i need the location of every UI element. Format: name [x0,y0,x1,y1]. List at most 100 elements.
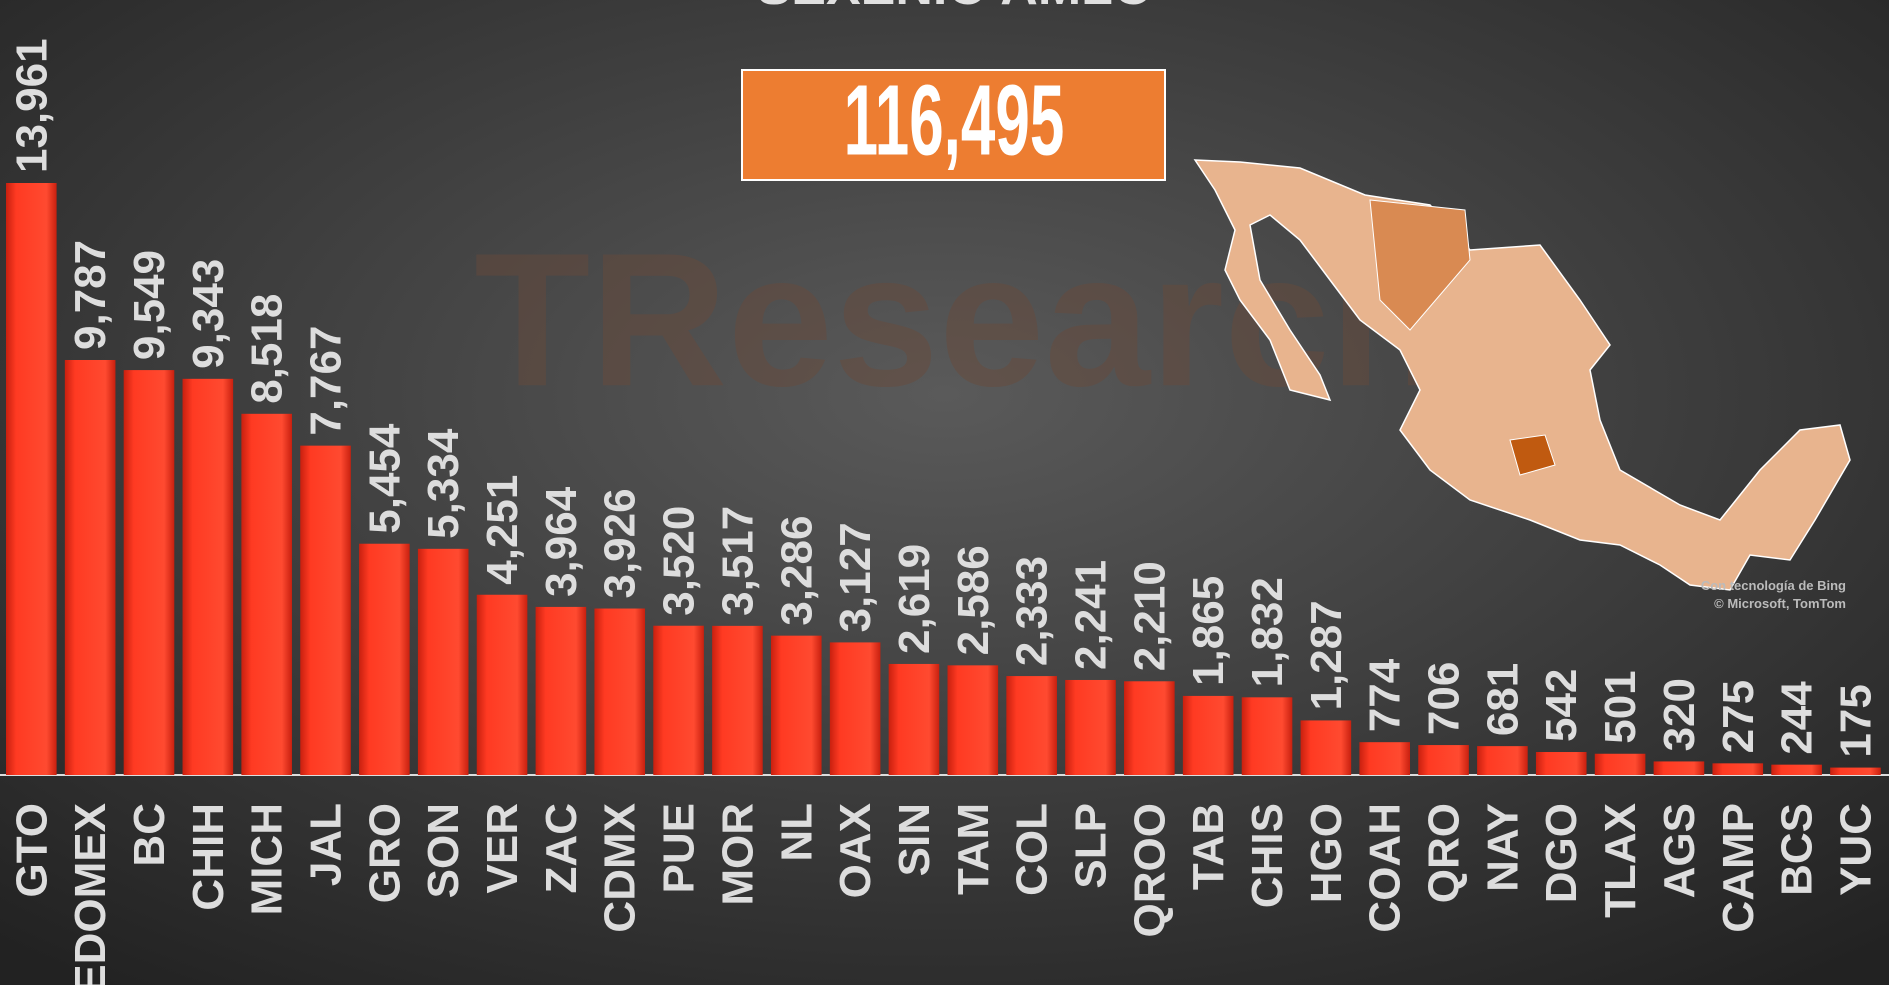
x-tick-label: ZAC [537,803,586,893]
x-tick-label: AGS [1655,803,1704,898]
bar [1653,761,1705,775]
value-label: 3,286 [772,516,821,626]
value-label: 7,767 [302,326,351,436]
value-label: 2,333 [1008,556,1057,666]
bar [1771,764,1822,775]
bar [64,359,116,775]
bar [300,445,351,775]
bar [535,606,587,775]
bar [1712,763,1764,775]
bar [1830,767,1881,775]
x-tick-label: CHIH [184,803,233,911]
x-tick-label: CAMP [1714,803,1763,933]
bar [1418,745,1469,775]
x-tick-label: TAM [949,803,998,895]
x-tick-label: VER [478,803,527,893]
bar [1300,720,1352,775]
value-label: 1,832 [1243,577,1292,687]
x-tick-label: CHIS [1243,803,1292,908]
x-tick-label: EDOMEX [66,803,115,985]
bar [1241,697,1293,775]
bar [1124,681,1175,775]
value-label: 2,586 [949,545,998,655]
x-tick-label: TLAX [1596,803,1645,918]
bar [476,594,528,775]
value-label: 2,619 [890,544,939,654]
value-label: 5,454 [360,423,409,534]
value-label: 5,334 [419,428,468,539]
value-label: 3,127 [831,522,880,632]
bar [1594,753,1646,775]
value-label: 13,961 [7,38,56,173]
bar [888,663,940,775]
x-tick-label: HGO [1302,803,1351,903]
value-label: 9,787 [66,240,115,350]
attribution: Con tecnología de Bing [1701,578,1846,593]
value-label: 542 [1537,669,1586,742]
bar [182,378,234,775]
x-tick-label: SLP [1066,803,1115,889]
x-tick-label: NAY [1478,803,1527,892]
chart-title: SEXENIO AMLO [757,0,1154,16]
value-label: 275 [1714,680,1763,753]
value-label: 1,287 [1302,600,1351,710]
bar [947,665,999,775]
value-label: 175 [1831,684,1880,757]
bar [712,625,763,775]
value-label: 4,251 [478,475,527,585]
total-box [741,69,1166,181]
value-label: 2,210 [1125,561,1174,671]
x-tick-label: YUC [1831,803,1880,896]
value-label: 2,241 [1066,560,1115,670]
x-tick-label: DGO [1537,803,1586,903]
bar [1006,676,1057,775]
value-label: 1,865 [1184,576,1233,686]
value-label: 320 [1655,678,1704,751]
bar [1182,695,1234,775]
value-label: 9,343 [184,259,233,369]
bar [653,625,704,775]
x-tick-label: TAB [1184,803,1233,890]
x-tick-label: PUE [655,803,704,893]
x-tick-label: OAX [831,803,880,898]
bar [594,608,646,775]
bar [1535,752,1587,775]
value-label: 3,517 [713,506,762,616]
x-tick-label: MICH [243,803,292,915]
bar [1477,746,1528,775]
x-tick-label: JAL [302,803,351,886]
bar [770,635,822,775]
watermark: TResearch [474,214,1446,426]
x-tick-label: QROO [1125,803,1174,937]
x-tick-label: COAH [1361,803,1410,933]
bar [359,543,410,775]
x-tick-label: SON [419,803,468,898]
value-label: 9,549 [125,250,174,360]
bar [829,642,881,775]
value-label: 3,926 [596,488,645,598]
map [1193,159,1851,591]
x-tick-label: GRO [360,803,409,903]
value-label: 3,964 [537,486,586,597]
x-tick-label: QRO [1420,803,1469,903]
value-label: 706 [1420,662,1469,735]
x-tick-label: BC [125,803,174,867]
map-region [1369,199,1471,331]
total-value: 116,495 [844,64,1065,176]
bar [1065,679,1116,775]
value-label: 774 [1361,658,1410,732]
x-tick-label: MOR [713,803,762,906]
bar [241,413,292,775]
bar [6,183,57,775]
x-tick-label: GTO [7,803,56,898]
bar [123,370,175,775]
x-tick-label: SIN [890,803,939,876]
value-label: 501 [1596,670,1645,743]
x-tick-label: COL [1008,803,1057,896]
x-tick-label: BCS [1773,803,1822,896]
value-label: 681 [1478,663,1527,736]
x-tick-label: NL [772,803,821,862]
map-region [1509,434,1556,476]
